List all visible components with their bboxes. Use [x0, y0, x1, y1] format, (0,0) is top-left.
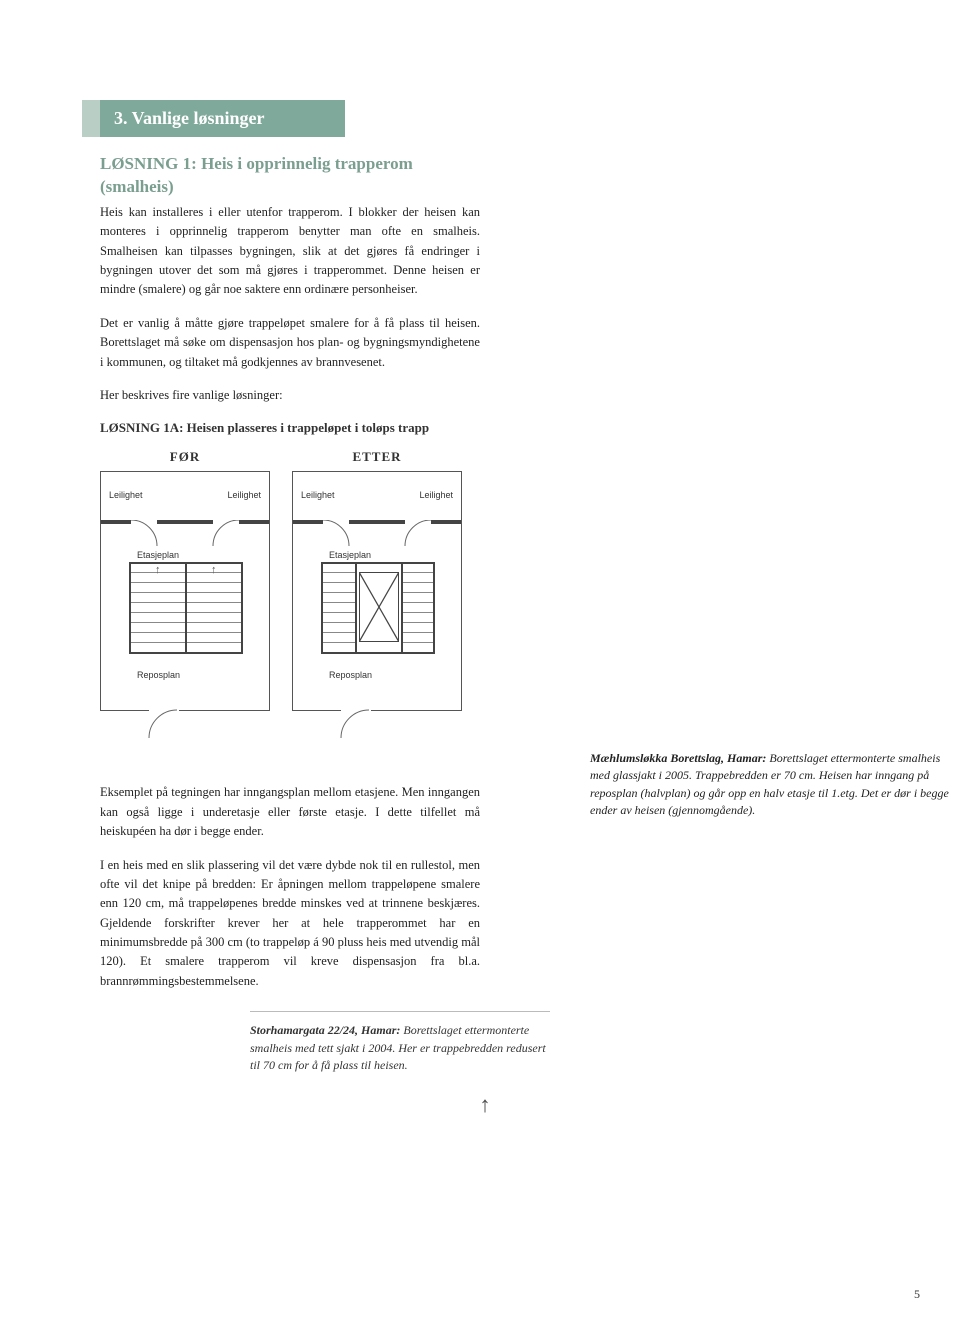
figure-after-label: ETTER [292, 449, 462, 465]
plan-label-leilighet: Leilighet [301, 490, 335, 500]
bottom-caption-title: Storhamargata 22/24, Hamar: [250, 1023, 400, 1037]
paragraph-1: Heis kan installeres i eller utenfor tra… [100, 203, 480, 300]
paragraph-2: Det er vanlig å måtte gjøre trappeløpet … [100, 314, 480, 372]
plan-label-leilighet: Leilighet [419, 490, 453, 500]
left-column: LØSNING 1: Heis i opprinnelig trapperom … [100, 153, 480, 1074]
paragraph-5: I en heis med en slik plassering vil det… [100, 856, 480, 992]
side-caption: Mæhlumsløkka Borettslag, Hamar: Borettsl… [590, 750, 960, 820]
plan-label-reposplan: Reposplan [137, 670, 180, 680]
figure-after: ETTER Leilighet Leilighet [292, 449, 462, 711]
plan-label-leilighet: Leilighet [227, 490, 261, 500]
lower-text-block: Eksemplet på tegningen har inngangsplan … [100, 783, 480, 1074]
solution-1a-title: LØSNING 1A: Heisen plasseres i trappeløp… [100, 419, 480, 437]
paragraph-3: Her beskrives fire vanlige løsninger: [100, 386, 480, 405]
bottom-caption: Storhamargata 22/24, Hamar: Borettslaget… [250, 1011, 550, 1074]
figure-before-label: FØR [100, 449, 270, 465]
side-caption-title: Mæhlumsløkka Borettslag, Hamar: [590, 751, 766, 765]
floorplan-after: Leilighet Leilighet [292, 471, 462, 711]
paragraph-4: Eksemplet på tegningen har inngangsplan … [100, 783, 480, 841]
plan-label-etasjeplan: Etasjeplan [329, 550, 371, 560]
page-number: 5 [914, 1287, 920, 1302]
plan-label-etasjeplan: Etasjeplan [137, 550, 179, 560]
section-banner: 3. Vanlige løsninger [82, 100, 345, 137]
figure-row: FØR Leilighet Leilighet [100, 449, 480, 711]
floorplan-before: Leilighet Leilighet [100, 471, 270, 711]
solution-title: LØSNING 1: Heis i opprinnelig trapperom … [100, 153, 480, 199]
plan-label-reposplan: Reposplan [329, 670, 372, 680]
figure-before: FØR Leilighet Leilighet [100, 449, 270, 711]
entry-arrow-icon: ↑ [480, 1092, 491, 1118]
plan-label-leilighet: Leilighet [109, 490, 143, 500]
